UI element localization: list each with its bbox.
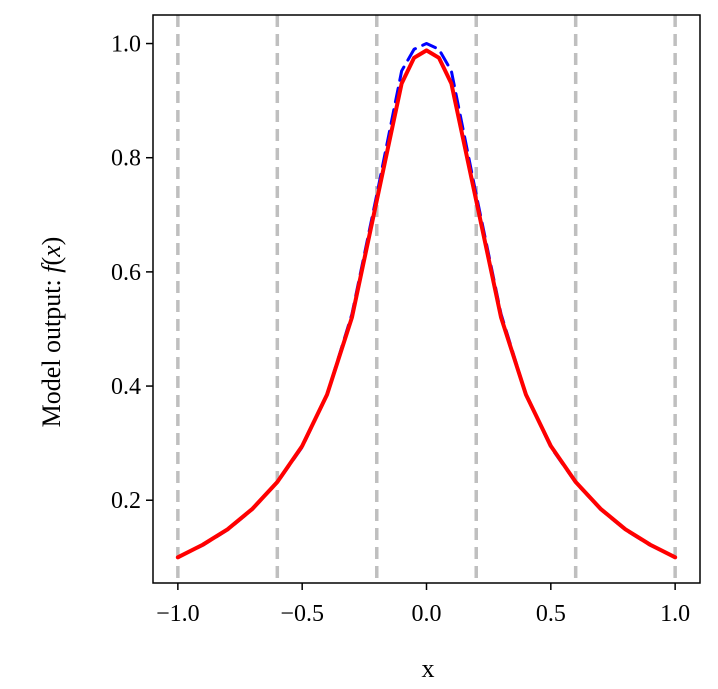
y-axis-label: Model output: f(x): [37, 237, 66, 428]
y-tick-label-3: 0.8: [111, 146, 141, 172]
y-axis-label-prefix: Model output:: [37, 273, 66, 428]
y-tick-label-1: 0.4: [111, 374, 141, 400]
x-axis-label: x: [422, 654, 435, 683]
plot-area: −1.0 −0.5 0.0 0.5 1.0 0.2 0.4 0.6 0.8 1.0: [111, 14, 701, 627]
y-axis-label-open-paren: (: [37, 257, 66, 266]
x-tick-label-3: 0.5: [536, 601, 566, 627]
x-tick-label-0: −1.0: [156, 601, 200, 627]
y-tick-label-2: 0.6: [111, 260, 141, 286]
y-tick-label-0: 0.2: [111, 488, 141, 514]
y-tick-label-4: 1.0: [111, 32, 141, 58]
y-axis-label-close-paren: ): [37, 237, 66, 246]
x-tick-label-2: 0.0: [412, 601, 442, 627]
y-axis-label-f: f: [37, 262, 66, 273]
series-line-1: [175, 48, 678, 560]
y-axis-label-x: x: [37, 245, 66, 258]
x-tick-label-4: 1.0: [660, 601, 690, 627]
x-tick-label-1: −0.5: [280, 601, 324, 627]
